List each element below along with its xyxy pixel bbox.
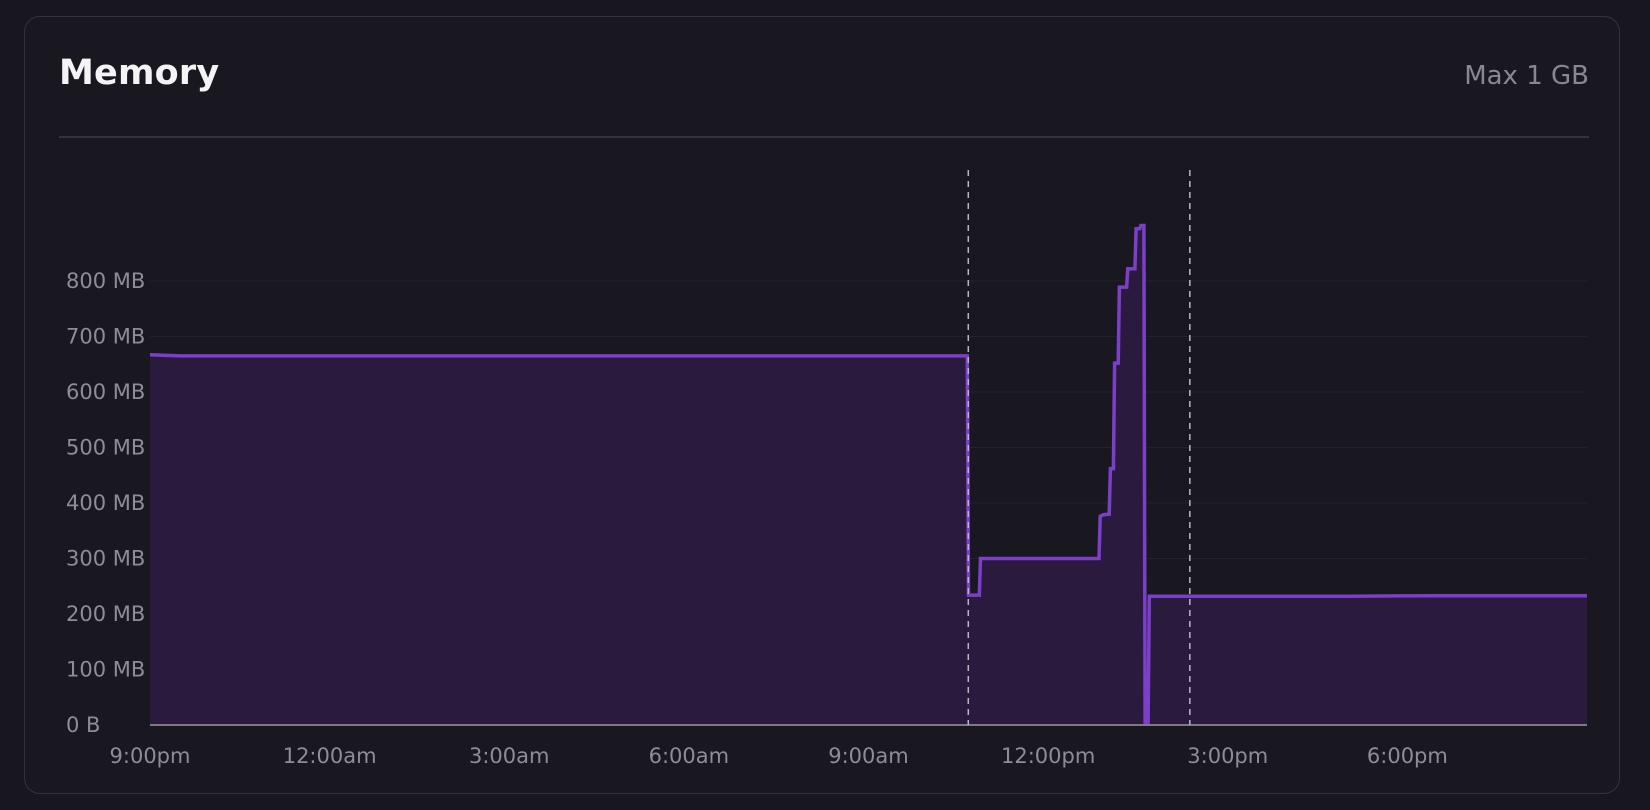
x-tick-label: 3:00pm — [1187, 744, 1268, 768]
series-line — [149, 223, 1587, 724]
x-tick-label: 12:00am — [283, 744, 377, 768]
y-tick-label: 500 MB — [66, 436, 145, 460]
max-memory-label: Max 1 GB — [1464, 61, 1589, 91]
x-tick-label: 9:00pm — [110, 744, 191, 768]
header-divider — [59, 136, 1589, 138]
y-tick-label: 600 MB — [66, 380, 145, 404]
x-tick-label: 9:00am — [828, 744, 908, 768]
y-tick-label: 400 MB — [66, 491, 145, 515]
y-tick-label: 100 MB — [66, 658, 145, 682]
chart-title: Memory — [59, 53, 220, 93]
x-axis-ticks: 9:00pm 12:00am 3:00am 6:00am 9:00am 12:00pm 3:… — [110, 744, 1448, 768]
y-axis-ticks: 0 B 100 MB 200 MB 300 MB 400 MB 500 MB 600 MB 7… — [66, 269, 145, 737]
x-tick-label: 12:00pm — [1001, 744, 1095, 768]
y-tick-label: 300 MB — [66, 547, 145, 571]
y-tick-label: 700 MB — [66, 325, 145, 349]
event-markers — [967, 170, 1191, 725]
series-layer — [149, 223, 1587, 726]
y-tick-label: 0 B — [66, 713, 100, 737]
series-area — [150, 225, 1587, 725]
x-tick-label: 3:00am — [469, 744, 549, 768]
y-tick-label: 800 MB — [66, 269, 145, 293]
y-tick-label: 200 MB — [66, 602, 145, 626]
x-tick-label: 6:00pm — [1367, 744, 1448, 768]
x-tick-label: 6:00am — [649, 744, 729, 768]
